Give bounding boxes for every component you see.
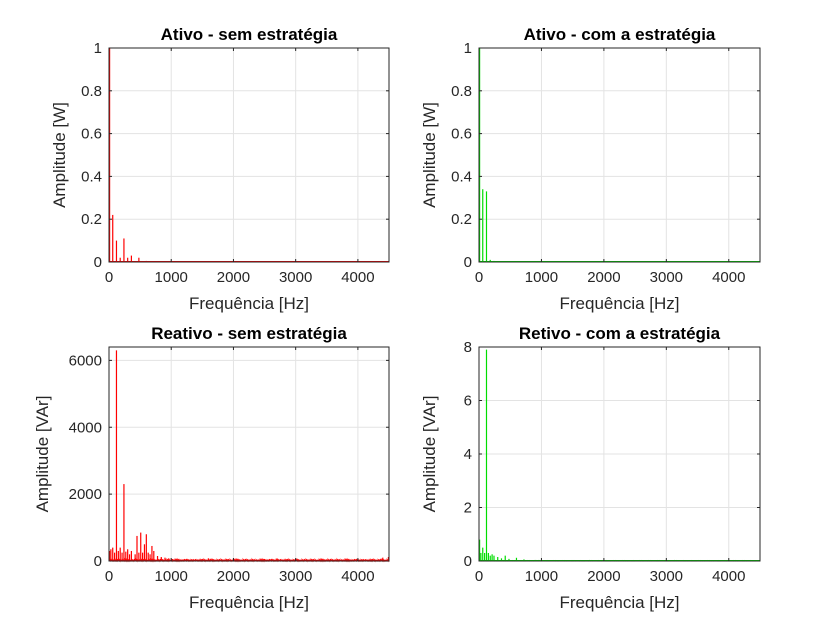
x-tick-label: 1000 — [525, 568, 558, 585]
x-tick-label: 4000 — [712, 269, 745, 286]
y-axis-label: Amplitude [VAr] — [33, 396, 52, 513]
subplot-4: 0 1000 2000 3000 4000 0 2 4 6 8 Retivo - com a est… — [420, 324, 761, 612]
x-tick-label: 4000 — [341, 269, 374, 286]
x-tick-label: 4000 — [712, 568, 745, 585]
x-tick-label: 0 — [475, 269, 483, 286]
axes-box — [478, 47, 761, 263]
subplot-3: 0 1000 2000 3000 4000 0 2000 4000 6000 Reativo - … — [33, 324, 390, 612]
axes-box — [108, 47, 390, 263]
x-tick-label: 2000 — [217, 568, 250, 585]
subplot-1: 0 1000 2000 3000 4000 0 0.2 0.4 0.6 0.8 1 Ativo - s… — [50, 25, 390, 313]
x-tick-label: 0 — [475, 568, 483, 585]
x-tick-label: 1000 — [525, 269, 558, 286]
x-tick-label: 0 — [105, 568, 113, 585]
y-tick-label: 0.6 — [451, 126, 472, 143]
x-tick-label: 2000 — [217, 269, 250, 286]
y-tick-label: 6 — [464, 393, 472, 410]
y-tick-label: 0 — [464, 553, 472, 570]
y-axis-label: Amplitude [VAr] — [420, 396, 439, 513]
x-tick-label: 2000 — [587, 269, 620, 286]
y-tick-label: 8 — [464, 339, 472, 356]
chart-title: Ativo - com a estratégia — [524, 25, 716, 44]
x-axis-label: Frequência [Hz] — [560, 294, 680, 313]
y-tick-label: 2 — [464, 500, 472, 517]
x-axis-label: Frequência [Hz] — [560, 593, 680, 612]
y-tick-label: 0.4 — [451, 168, 472, 185]
y-tick-label: 1 — [464, 40, 472, 57]
subplot-2: 0 1000 2000 3000 4000 0 0.2 0.4 0.6 0.8 1 Ativo - c… — [420, 25, 761, 313]
x-tick-label: 1000 — [155, 269, 188, 286]
x-axis-label: Frequência [Hz] — [189, 294, 309, 313]
chart-title: Reativo - sem estratégia — [151, 324, 347, 343]
y-tick-label: 0.4 — [81, 168, 102, 185]
x-axis-label: Frequência [Hz] — [189, 593, 309, 612]
x-tick-label: 3000 — [650, 269, 683, 286]
y-tick-label: 0.8 — [81, 83, 102, 100]
x-tick-label: 3000 — [279, 568, 312, 585]
x-tick-label: 3000 — [279, 269, 312, 286]
y-tick-label: 2000 — [69, 486, 102, 503]
x-tick-label: 3000 — [650, 568, 683, 585]
y-tick-label: 0 — [94, 254, 102, 271]
x-tick-label: 2000 — [587, 568, 620, 585]
chart-title: Retivo - com a estratégia — [519, 324, 721, 343]
y-tick-label: 0 — [464, 254, 472, 271]
plot-area — [479, 48, 760, 262]
y-tick-label: 0.8 — [451, 83, 472, 100]
plot-area — [109, 347, 389, 561]
y-axis-label: Amplitude [W] — [50, 102, 69, 208]
y-axis-label: Amplitude [W] — [420, 102, 439, 208]
chart-title: Ativo - sem estratégia — [161, 25, 338, 44]
x-tick-label: 1000 — [155, 568, 188, 585]
x-tick-label: 4000 — [341, 568, 374, 585]
y-tick-label: 4000 — [69, 419, 102, 436]
y-tick-label: 0 — [94, 553, 102, 570]
plot-area — [109, 48, 389, 262]
axes-box — [108, 346, 390, 562]
x-tick-label: 0 — [105, 269, 113, 286]
y-tick-label: 0.2 — [451, 211, 472, 228]
y-tick-label: 0.2 — [81, 211, 102, 228]
y-tick-label: 4 — [464, 446, 472, 463]
y-tick-label: 0.6 — [81, 126, 102, 143]
y-tick-label: 1 — [94, 40, 102, 57]
y-tick-label: 6000 — [69, 352, 102, 369]
